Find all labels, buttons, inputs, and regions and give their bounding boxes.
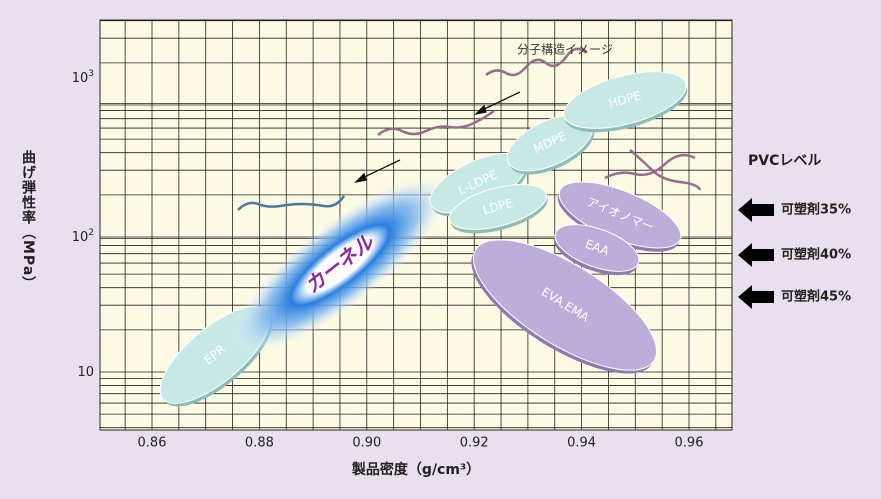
molecule-arrows (354, 91, 521, 184)
region (472, 239, 658, 371)
region (563, 71, 687, 129)
molecule-label: 分子構造イメージ (517, 43, 613, 57)
x-tick-label: 0.88 (245, 436, 274, 451)
x-tick-label: 0.90 (352, 436, 381, 451)
pvc-arrow (738, 285, 774, 309)
y-tick-label: 103 (72, 69, 94, 86)
x-tick-label: 0.92 (460, 436, 489, 451)
region (448, 184, 548, 230)
x-axis-title: 製品密度（g/cm³） (351, 461, 480, 478)
pvc-arrow (738, 198, 774, 222)
pvc-level: 可塑剤35% (781, 202, 851, 218)
pvc-title: PVCレベル (748, 153, 821, 169)
pvc-arrow (738, 243, 774, 267)
region (554, 224, 640, 272)
x-tick-label: 0.96 (675, 436, 704, 451)
pvc-level: 可塑剤45% (781, 289, 851, 305)
region (230, 175, 450, 355)
x-tick-label: 0.86 (138, 436, 167, 451)
molecules (237, 47, 702, 211)
pvc-level: 可塑剤40% (781, 247, 851, 263)
y-tick-label: 10 (77, 365, 94, 380)
y-axis-title: 曲げ弾性率（MPa） (20, 150, 36, 292)
x-tick-label: 0.94 (567, 436, 596, 451)
y-tick-label: 102 (72, 228, 94, 245)
